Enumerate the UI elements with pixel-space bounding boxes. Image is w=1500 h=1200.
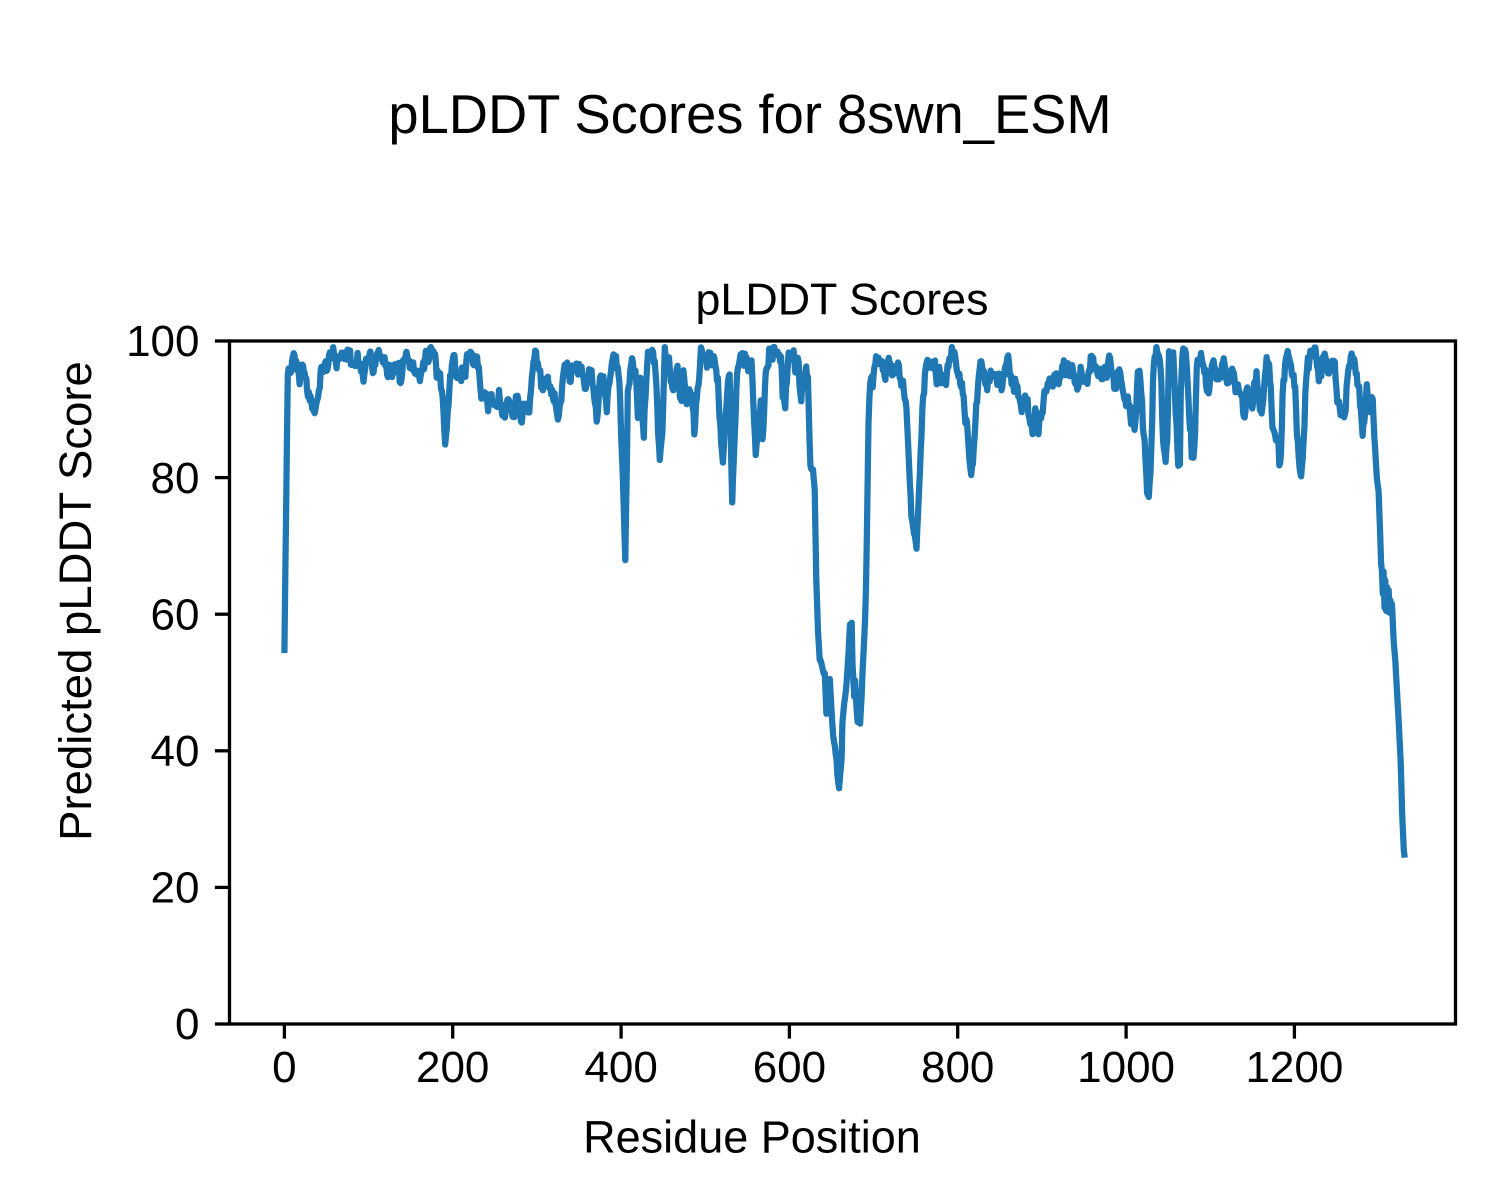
svg-text:1000: 1000 <box>1077 1043 1175 1092</box>
svg-text:400: 400 <box>584 1043 657 1092</box>
svg-text:pLDDT Scores: pLDDT Scores <box>696 274 989 324</box>
svg-text:0: 0 <box>175 1000 199 1049</box>
svg-text:40: 40 <box>151 727 200 776</box>
svg-text:200: 200 <box>416 1043 489 1092</box>
svg-text:100: 100 <box>126 317 199 366</box>
svg-text:Predicted pLDDT Score: Predicted pLDDT Score <box>50 361 101 841</box>
svg-text:0: 0 <box>272 1043 296 1092</box>
svg-text:20: 20 <box>151 864 200 913</box>
svg-text:Residue Position: Residue Position <box>583 1112 921 1163</box>
svg-text:60: 60 <box>151 590 200 639</box>
svg-text:pLDDT Scores for 8swn_ESM: pLDDT Scores for 8swn_ESM <box>388 84 1111 145</box>
svg-text:800: 800 <box>921 1043 994 1092</box>
svg-text:80: 80 <box>151 454 200 503</box>
svg-text:1200: 1200 <box>1245 1043 1343 1092</box>
svg-text:600: 600 <box>753 1043 826 1092</box>
